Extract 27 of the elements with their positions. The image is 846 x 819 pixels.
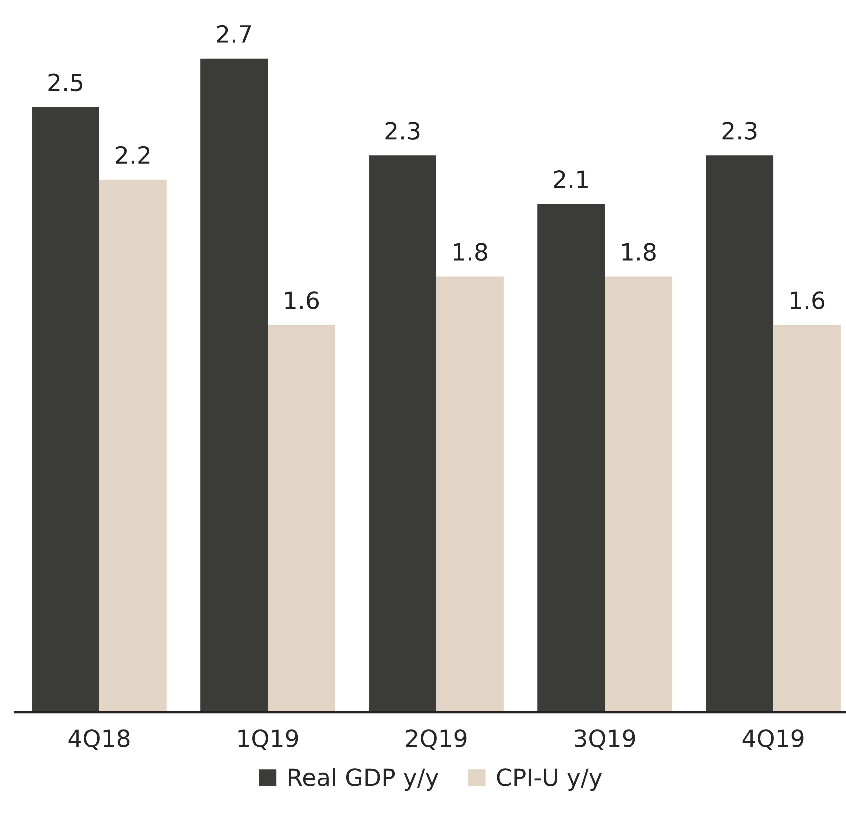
- data-label: 2.3: [386, 122, 420, 140]
- legend-label: Real GDP y/y: [289, 768, 439, 792]
- data-label: 1.8: [622, 243, 656, 262]
- bar: [605, 276, 672, 713]
- data-label: 1.8: [454, 243, 488, 262]
- legend-label: CPI-U y/y: [497, 768, 602, 792]
- bar: [774, 325, 841, 713]
- bar: [268, 325, 336, 713]
- bar: [200, 58, 268, 713]
- bar: [706, 156, 774, 713]
- bar: [369, 156, 437, 713]
- data-label: 1.6: [791, 292, 825, 310]
- data-label: 2.5: [48, 74, 82, 92]
- x-tick-label: 1Q19: [238, 730, 298, 750]
- data-label: 2.1: [554, 170, 588, 188]
- data-label: 2.3: [722, 122, 757, 140]
- data-label: 2.7: [217, 25, 252, 43]
- data-label: 2.2: [116, 146, 150, 164]
- x-tick-label: 2Q19: [406, 730, 467, 750]
- bar: [32, 107, 100, 713]
- bar: [538, 204, 606, 713]
- bar: [99, 180, 167, 713]
- x-tick-label: 4Q19: [742, 730, 804, 750]
- data-label: 1.6: [286, 292, 319, 310]
- bar: [436, 276, 504, 713]
- x-tick-label: 3Q19: [575, 730, 636, 750]
- x-tick-label: 4Q18: [68, 730, 130, 750]
